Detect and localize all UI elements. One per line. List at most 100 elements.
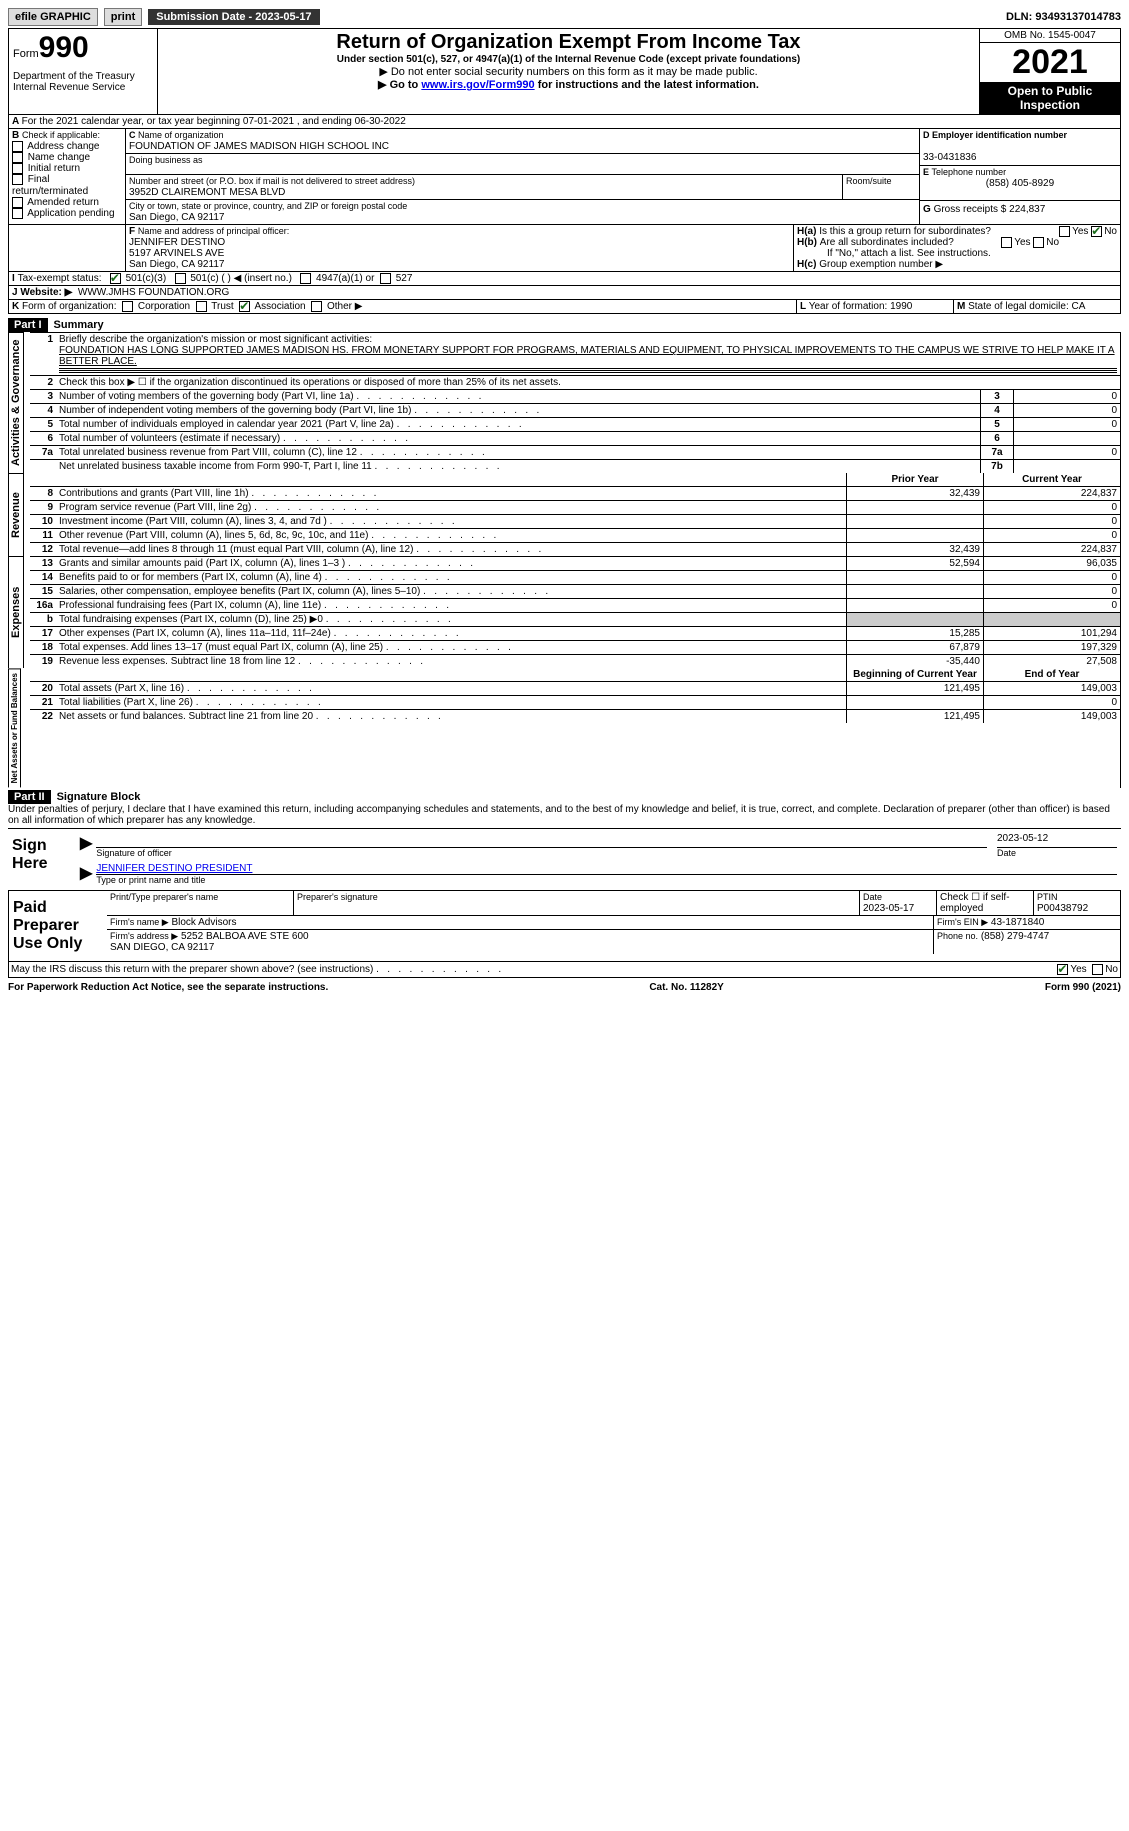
ein-value: 33-0431836 xyxy=(923,152,976,163)
i-501c-checkbox[interactable] xyxy=(175,273,186,284)
m-label: State of legal domicile: xyxy=(968,301,1069,312)
firm-addr-label: Firm's address ▶ xyxy=(110,931,178,941)
ein-label: Employer identification number xyxy=(932,130,1067,140)
summary-row: 11Other revenue (Part VIII, column (A), … xyxy=(30,529,1120,543)
ha-label: Is this a group return for subordinates? xyxy=(819,226,991,237)
k-option-checkbox[interactable] xyxy=(122,301,133,312)
i-4947-checkbox[interactable] xyxy=(300,273,311,284)
footer-mid: Cat. No. 11282Y xyxy=(649,982,723,993)
i-501c3-checkbox[interactable] xyxy=(110,273,121,284)
summary-row: 13Grants and similar amounts paid (Part … xyxy=(30,557,1120,571)
b-option-checkbox[interactable] xyxy=(12,208,23,219)
gross-value: 224,837 xyxy=(1009,204,1045,215)
part-i-header: Part ISummary xyxy=(8,318,1121,332)
k-option-checkbox[interactable] xyxy=(239,301,250,312)
summary-row: 21Total liabilities (Part X, line 26)0 xyxy=(30,696,1120,710)
tax-year: 2021 xyxy=(980,43,1120,82)
end-year-head: End of Year xyxy=(984,668,1121,682)
perjury-declaration: Under penalties of perjury, I declare th… xyxy=(8,804,1121,829)
arrow-icon: ▶ xyxy=(80,833,92,859)
psig-label: Preparer's signature xyxy=(297,892,378,902)
sig-officer-label: Signature of officer xyxy=(96,848,171,858)
officer-signed-name[interactable]: JENNIFER DESTINO PRESIDENT xyxy=(96,863,252,874)
part-i-body: Activities & Governance 1Briefly describ… xyxy=(8,332,1121,473)
summary-row: 20Total assets (Part X, line 16)121,4951… xyxy=(30,682,1120,696)
ha-no-checkbox[interactable] xyxy=(1091,226,1102,237)
section-k-l-m: K Form of organization: Corporation Trus… xyxy=(8,300,1121,314)
dba-label: Doing business as xyxy=(129,155,203,165)
summary-row: 5Total number of individuals employed in… xyxy=(30,418,1120,432)
expenses-section: Expenses 13Grants and similar amounts pa… xyxy=(8,556,1121,668)
firm-name-label: Firm's name ▶ xyxy=(110,917,169,927)
l-value: 1990 xyxy=(890,301,912,312)
summary-row: 18Total expenses. Add lines 13–17 (must … xyxy=(30,641,1120,655)
summary-row: 19Revenue less expenses. Subtract line 1… xyxy=(30,655,1120,669)
form-subtitle: Under section 501(c), 527, or 4947(a)(1)… xyxy=(162,54,975,65)
ha-yes-checkbox[interactable] xyxy=(1059,226,1070,237)
i-527-checkbox[interactable] xyxy=(380,273,391,284)
summary-row: 22Net assets or fund balances. Subtract … xyxy=(30,710,1120,724)
vlabel-revenue: Revenue xyxy=(8,473,24,556)
section-j: J Website: ▶ WWW.JMHS FOUNDATION.ORG xyxy=(8,286,1121,300)
officer-label: Name and address of principal officer: xyxy=(138,226,289,236)
firm-phone-label: Phone no. xyxy=(937,931,978,941)
hc-label: Group exemption number ▶ xyxy=(819,259,943,270)
efile-button[interactable]: efile GRAPHIC xyxy=(8,8,98,26)
org-name: FOUNDATION OF JAMES MADISON HIGH SCHOOL … xyxy=(129,141,389,152)
discuss-no-checkbox[interactable] xyxy=(1092,964,1103,975)
submission-date-label: Submission Date - xyxy=(156,11,255,23)
form-header: Form990 Department of the Treasury Inter… xyxy=(8,28,1121,115)
hb-label: Are all subordinates included? xyxy=(820,237,954,248)
summary-row: 15Salaries, other compensation, employee… xyxy=(30,585,1120,599)
b-option-checkbox[interactable] xyxy=(12,141,23,152)
irs-link[interactable]: www.irs.gov/Form990 xyxy=(421,79,534,91)
b-option-checkbox[interactable] xyxy=(12,174,23,185)
b-option-checkbox[interactable] xyxy=(12,152,23,163)
sign-here-label: Sign Here xyxy=(8,829,76,890)
k-option-checkbox[interactable] xyxy=(311,301,322,312)
paid-preparer-row: Paid Preparer Use Only Print/Type prepar… xyxy=(8,891,1121,962)
street-address: 3952D CLAIREMONT MESA BLVD xyxy=(129,187,285,198)
firm-ein-label: Firm's EIN ▶ xyxy=(937,917,988,927)
pname-label: Print/Type preparer's name xyxy=(110,892,218,902)
footer-right: Form 990 (2021) xyxy=(1045,982,1121,993)
addr-label: Number and street (or P.O. box if mail i… xyxy=(129,176,415,186)
discuss-yes-checkbox[interactable] xyxy=(1057,964,1068,975)
firm-name: Block Advisors xyxy=(171,917,236,928)
summary-row: 14Benefits paid to or for members (Part … xyxy=(30,571,1120,585)
dln-value: 93493137014783 xyxy=(1035,11,1121,23)
vlabel-netassets: Net Assets or Fund Balances xyxy=(8,668,21,787)
arrow-icon: ▶ xyxy=(80,863,92,886)
form-word: Form xyxy=(13,48,39,60)
sig-date-label: Date xyxy=(997,848,1016,858)
c-name-label: Name of organization xyxy=(138,130,224,140)
officer-city: San Diego, CA 92117 xyxy=(129,259,224,270)
summary-row: 3Number of voting members of the governi… xyxy=(30,390,1120,404)
form-note-ssn: ▶ Do not enter social security numbers o… xyxy=(162,65,975,78)
website-label: Website: ▶ xyxy=(20,287,72,298)
l1-label: Briefly describe the organization's miss… xyxy=(59,334,372,345)
summary-row: 4Number of independent voting members of… xyxy=(30,404,1120,418)
paid-preparer-label: Paid Preparer Use Only xyxy=(9,891,107,961)
form-note-link: ▶ Go to www.irs.gov/Form990 for instruct… xyxy=(162,78,975,91)
summary-row: 10Investment income (Part VIII, column (… xyxy=(30,515,1120,529)
b-option-checkbox[interactable] xyxy=(12,163,23,174)
summary-row: 12Total revenue—add lines 8 through 11 (… xyxy=(30,543,1120,557)
i-label: Tax-exempt status: xyxy=(18,273,102,284)
l-label: Year of formation: xyxy=(809,301,888,312)
submission-date-value: 2023-05-17 xyxy=(255,11,311,23)
k-option-checkbox[interactable] xyxy=(196,301,207,312)
ptin-label: PTIN xyxy=(1037,892,1058,902)
b-option-checkbox[interactable] xyxy=(12,197,23,208)
hb-yes-checkbox[interactable] xyxy=(1001,237,1012,248)
phone-label: Telephone number xyxy=(932,167,1007,177)
summary-row: 9Program service revenue (Part VIII, lin… xyxy=(30,501,1120,515)
omb-number: OMB No. 1545-0047 xyxy=(980,29,1120,43)
gross-label: Gross receipts $ xyxy=(934,204,1007,215)
print-button[interactable]: print xyxy=(104,8,142,26)
room-label: Room/suite xyxy=(846,176,892,186)
section-f-h: F Name and address of principal officer:… xyxy=(8,225,1121,272)
netassets-section: Net Assets or Fund Balances Beginning of… xyxy=(8,668,1121,787)
hb-no-checkbox[interactable] xyxy=(1033,237,1044,248)
officer-name: JENNIFER DESTINO xyxy=(129,237,225,248)
